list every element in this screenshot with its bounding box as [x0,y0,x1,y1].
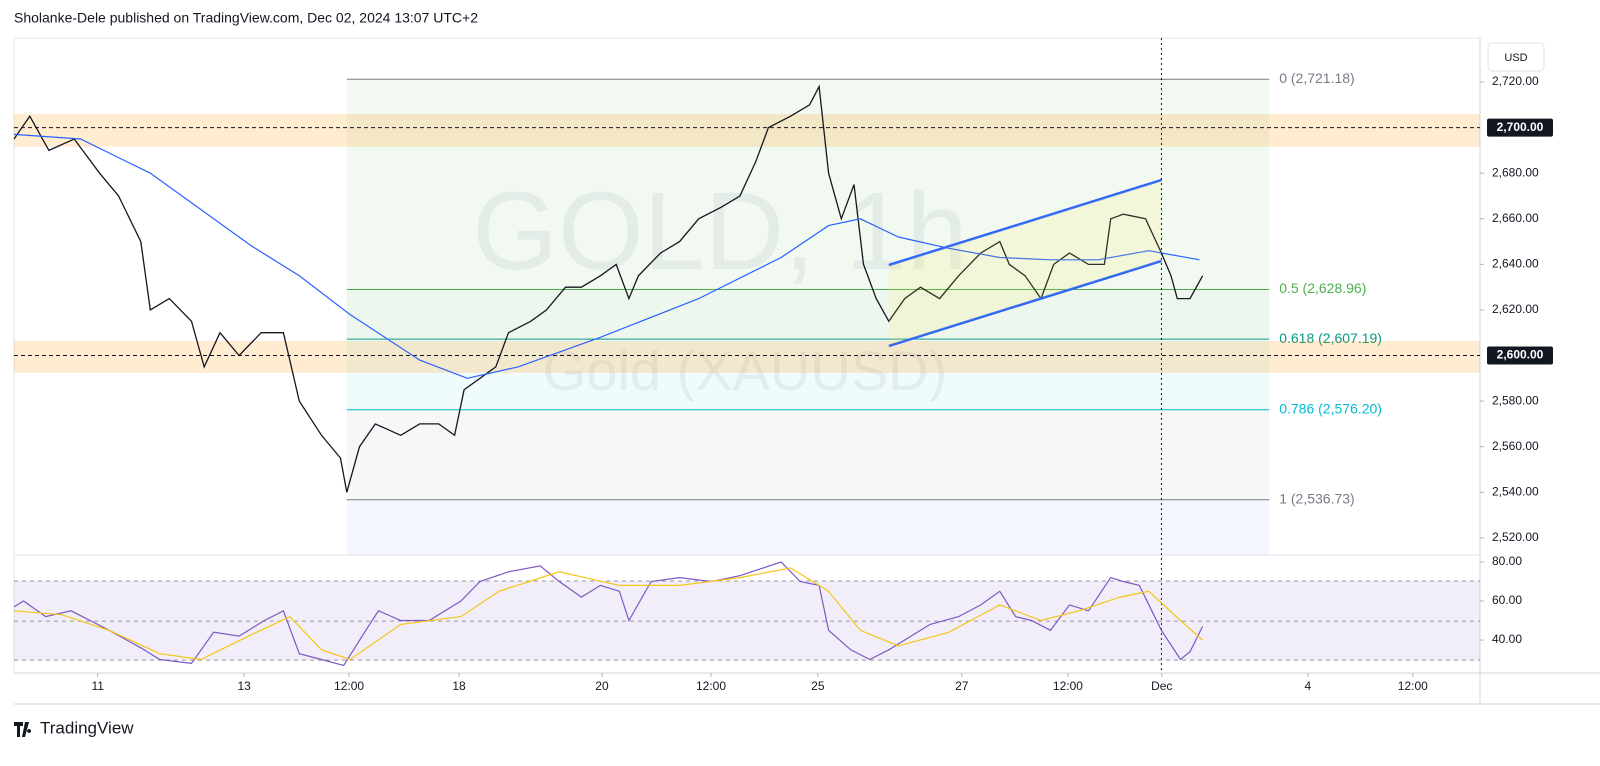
x-tick-label: 27 [955,679,969,693]
currency-button[interactable] [1487,42,1545,72]
y-tick-label: 80.00 [1492,554,1522,568]
y-tick-label: 2,520.00 [1492,530,1539,544]
zone-price-tag [1487,118,1553,137]
fib-label: 0.5 (2,628.96) [1279,280,1366,296]
fib-band [346,289,1270,340]
y-tick-label: 2,680.00 [1492,165,1539,179]
channel-line [888,259,1162,348]
watermark: Gold (XAUUSD) [543,339,948,402]
y-tick-label: 2,640.00 [1492,257,1539,271]
y-tick-label: 2,540.00 [1492,484,1539,498]
x-tick-label: 25 [811,679,825,693]
x-tick-label: 12:00 [696,679,726,693]
zone-band [14,340,1480,373]
zone-price-tag [1487,346,1553,365]
x-tick-label: 13 [237,679,251,693]
fib-label: 0.786 (2,576.20) [1279,400,1382,416]
x-tick-label: 11 [91,679,104,693]
fib-band [346,339,1270,410]
channel-fill [888,180,1162,346]
fib-band [346,499,1270,555]
x-tick-label: 12:00 [334,679,364,693]
series-line [13,84,1204,493]
fib-label: 1 (2,536.73) [1279,490,1355,506]
y-tick-label: 40.00 [1492,632,1522,646]
watermark: GOLD, 1h [472,170,967,293]
series-line [13,567,1203,661]
x-tick-label: 20 [595,679,609,693]
y-tick-label: 60.00 [1492,593,1522,607]
y-tick-label: 2,720.00 [1492,74,1539,88]
zone-price-label: 2,700.00 [1497,120,1544,134]
zone-price-label: 2,600.00 [1497,348,1544,362]
x-tick-label: 12:00 [1398,679,1428,693]
currency: USD [1504,52,1527,64]
series-line [13,133,1200,379]
footer-brand: TradingView [40,718,134,737]
y-tick-label: 2,660.00 [1492,211,1539,225]
x-tick-label: 18 [452,679,466,693]
x-tick-label: Dec [1151,679,1172,693]
fib-band [346,409,1270,500]
x-tick-label: 12:00 [1053,679,1083,693]
zone-band [14,113,1480,147]
fib-band [346,79,1270,290]
header: Sholanke-Dele published on TradingView.c… [14,10,478,26]
rsi-band-fill [14,580,1480,661]
channel-line [888,178,1162,267]
x-tick-label: 4 [1305,679,1312,693]
logo [14,722,32,737]
y-tick-label: 2,620.00 [1492,302,1539,316]
fib-label: 0.618 (2,607.19) [1279,330,1382,346]
fib-label: 0 (2,721.18) [1279,70,1355,86]
y-tick-label: 2,560.00 [1492,439,1539,453]
series-line [13,561,1204,667]
y-tick-label: 2,580.00 [1492,393,1539,407]
